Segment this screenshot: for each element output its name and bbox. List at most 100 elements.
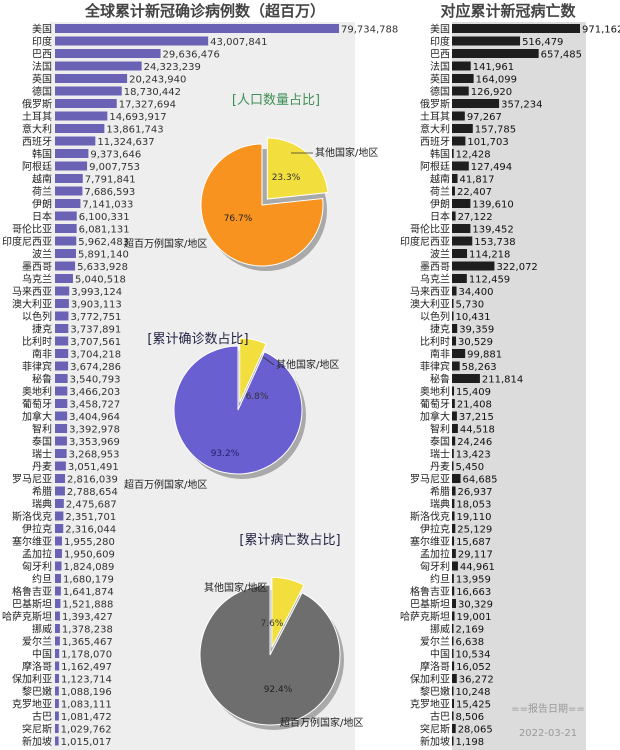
pie-slice-major: [173, 345, 303, 475]
pie-label-major: 超百万例国家/地区: [124, 478, 207, 491]
value-label: 79,734,788: [341, 25, 398, 36]
country-label: 土耳其: [420, 110, 450, 123]
bar: [55, 599, 61, 608]
pie-slice-major: [199, 584, 341, 726]
country-label: 印度: [32, 35, 52, 48]
value-label: 5,040,518: [75, 275, 126, 286]
country-label: 爱尔兰: [22, 635, 52, 648]
pie-pct-other: 7.6%: [261, 619, 284, 629]
country-label: 斯洛伐克: [410, 510, 450, 523]
value-label: 7,686,593: [84, 187, 135, 198]
value-label: 21,408: [457, 400, 492, 411]
bar: [452, 199, 471, 208]
value-label: 97,267: [467, 112, 502, 123]
country-label: 保加利亚: [410, 673, 450, 686]
bar: [55, 549, 62, 558]
value-label: 19,110: [457, 512, 492, 523]
bar: [55, 111, 108, 121]
bar: [55, 24, 339, 33]
value-label: 99,881: [467, 350, 502, 361]
country-label: 约旦: [32, 573, 52, 586]
country-label: 阿根廷: [22, 160, 52, 173]
value-label: 44,518: [460, 425, 495, 436]
country-label: 美国: [430, 23, 450, 36]
pie-title: [人口数量占比]: [232, 93, 320, 108]
value-label: 3,268,953: [69, 450, 120, 461]
bar: [452, 74, 474, 83]
value-label: 28,065: [458, 725, 493, 736]
value-label: 24,323,239: [144, 62, 201, 73]
bar: [452, 661, 455, 671]
bar: [452, 361, 460, 371]
value-label: 3,540,793: [70, 375, 121, 386]
value-label: 126,920: [471, 87, 512, 98]
value-label: 12,428: [456, 150, 491, 161]
bar: [452, 586, 455, 596]
pie-pct-other: 6.8%: [246, 392, 269, 402]
country-label: 西班牙: [420, 136, 450, 148]
country-label: 智利: [32, 423, 52, 436]
country-label: 突尼斯: [420, 723, 450, 736]
value-label: 14,693,917: [109, 112, 166, 123]
country-label: 以色列: [22, 310, 52, 323]
country-label: 印度尼西亚: [2, 235, 52, 248]
country-label: 意大利: [420, 123, 450, 136]
value-label: 3,993,124: [71, 287, 122, 298]
country-label: 哥伦比亚: [12, 223, 52, 236]
country-label: 黎巴嫩: [22, 685, 52, 698]
country-label: 罗马尼亚: [12, 474, 52, 486]
value-label: 3,737,891: [70, 325, 121, 336]
value-label: 15,687: [456, 537, 491, 548]
bar: [452, 386, 455, 396]
bar: [452, 49, 539, 58]
country-label: 黎巴嫩: [420, 685, 450, 698]
value-label: 8,506: [456, 712, 485, 723]
bar: [55, 149, 89, 158]
value-label: 657,485: [541, 50, 582, 61]
value-label: 1,824,089: [63, 562, 114, 573]
country-label: 匈牙利: [420, 560, 450, 573]
country-label: 西班牙: [22, 136, 52, 148]
bar: [55, 286, 70, 296]
bar: [452, 136, 466, 146]
bar: [452, 336, 457, 346]
country-label: 南非: [430, 348, 450, 361]
value-label: 15,409: [456, 387, 491, 398]
bar: [55, 536, 62, 546]
country-label: 越南: [430, 173, 450, 186]
bar: [55, 436, 67, 446]
bar: [452, 411, 457, 421]
report-date-value: 2022-03-21: [519, 728, 577, 739]
bar: [452, 224, 471, 233]
country-label: 格鲁吉亚: [410, 585, 450, 598]
value-label: 39,359: [459, 325, 494, 336]
pie-slice-other: [271, 576, 305, 648]
country-label: 土耳其: [22, 110, 52, 123]
bar: [55, 336, 69, 346]
country-label: 摩洛哥: [420, 660, 450, 673]
country-label: 斯洛伐克: [12, 510, 52, 523]
bar: [55, 99, 117, 108]
bar: [452, 636, 454, 646]
bar: [452, 486, 456, 496]
value-label: 9,007,753: [89, 162, 140, 173]
value-label: 5,450: [456, 462, 485, 473]
pie-pct-major: 76.7%: [224, 214, 253, 224]
bar: [452, 536, 455, 546]
value-label: 1,083,111: [61, 700, 112, 711]
bar: [452, 349, 466, 358]
value-label: 1,162,497: [61, 662, 112, 673]
value-label: 30,329: [458, 600, 493, 611]
value-label: 36,272: [459, 675, 494, 686]
pie-pct-major: 93.2%: [211, 449, 240, 459]
bar: [452, 86, 469, 96]
bar: [55, 586, 61, 596]
bar: [55, 399, 68, 408]
country-label: 中国: [32, 648, 52, 661]
country-label: 罗马尼亚: [410, 474, 450, 486]
value-label: 1,378,238: [62, 625, 113, 636]
country-label: 澳大利亚: [12, 298, 52, 311]
country-label: 菲律宾: [22, 360, 52, 373]
bar: [55, 174, 83, 183]
country-label: 葡萄牙: [22, 398, 52, 411]
